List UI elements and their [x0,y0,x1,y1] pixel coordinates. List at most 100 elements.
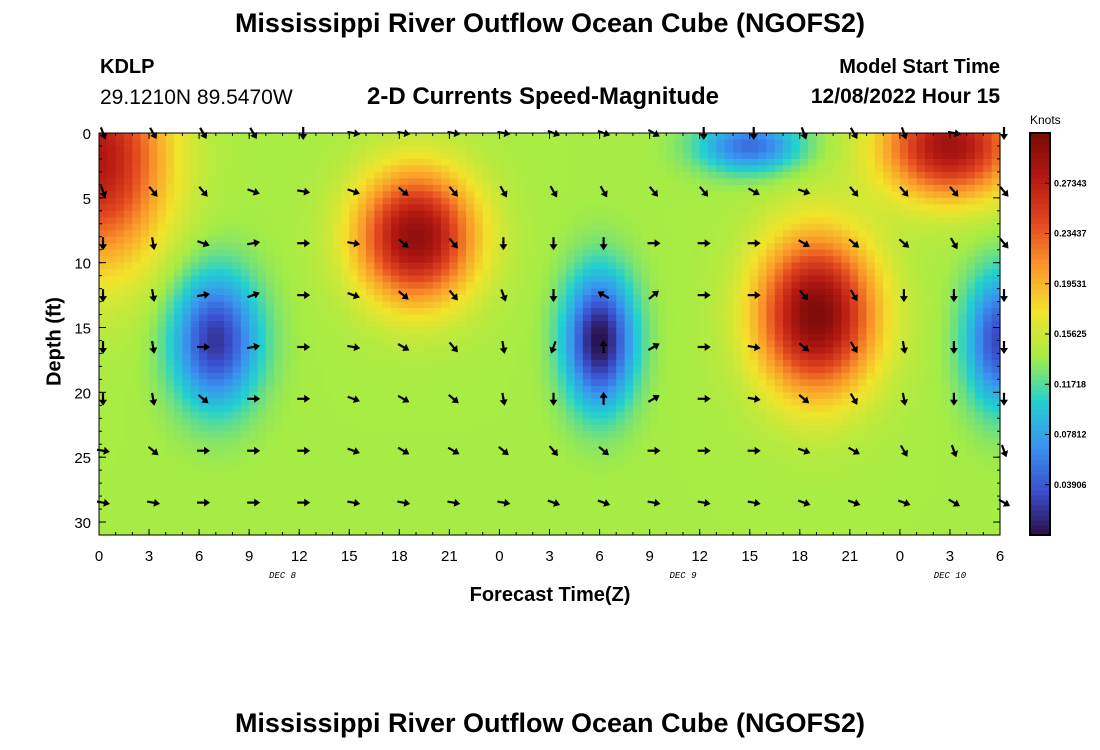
heatmap-cell [374,366,384,374]
heatmap-cell [307,158,317,167]
heatmap-cell [140,210,150,218]
heatmap-cell [416,230,425,238]
heatmap-cell [441,346,450,355]
heatmap-cell [432,223,442,231]
heatmap-cell [399,171,409,179]
heatmap-cell [182,346,192,355]
heatmap-cell [124,256,133,264]
heatmap-cell [566,522,576,530]
heatmap-cell [374,463,384,471]
heatmap-cell [382,184,392,192]
heatmap-cell [365,515,375,523]
heatmap-cell [307,470,317,478]
heatmap-cell [357,262,367,270]
heatmap-cell [441,476,450,484]
heatmap-cell [182,321,192,329]
heatmap-cell [249,171,259,179]
heatmap-cell [407,359,417,368]
heatmap-cell [249,476,259,484]
heatmap-cell [574,230,584,238]
heatmap-cell [641,275,651,283]
heatmap-cell [516,359,526,368]
heatmap-cell [357,308,367,316]
heatmap-cell [716,133,726,141]
heatmap-cell [741,353,751,361]
heatmap-cell [207,269,217,277]
heatmap-cell [549,223,559,231]
heatmap-cell [190,171,200,179]
heatmap-cell [274,217,284,225]
heatmap-cell [224,385,234,393]
heatmap-cell [357,321,367,329]
heatmap-cell [299,236,309,244]
heatmap-cell [532,197,542,205]
heatmap-cell [199,379,209,387]
heatmap-cell [307,301,317,309]
heatmap-cell [190,288,200,296]
heatmap-cell [766,321,776,329]
heatmap-cell [708,321,717,329]
heatmap-cell [632,372,642,380]
heatmap-cell [299,243,309,251]
heatmap-cell [674,204,684,212]
heatmap-cell [616,385,626,393]
heatmap-cell [107,411,117,419]
heatmap-cell [482,204,492,212]
heatmap-cell [374,515,384,523]
heatmap-cell [199,152,209,160]
heatmap-cell [124,334,133,342]
heatmap-cell [441,171,450,179]
heatmap-cell [390,152,400,160]
heatmap-cell [182,483,192,491]
heatmap-cell [616,178,626,186]
heatmap-cell [249,314,259,322]
heatmap-cell [649,314,659,322]
heatmap-cell [566,424,576,432]
heatmap-cell [507,502,517,510]
heatmap-cell [107,327,117,335]
heatmap-cell [390,184,400,192]
heatmap-cell [115,295,125,303]
heatmap-cell [516,171,526,179]
heatmap-cell [274,398,284,406]
heatmap-cell [199,217,209,225]
heatmap-cell [290,327,300,335]
heatmap-cell [541,236,551,244]
heatmap-cell [390,528,400,536]
heatmap-cell [574,184,584,192]
heatmap-cell [607,269,617,277]
heatmap-cell [574,282,584,290]
heatmap-cell [299,178,309,186]
heatmap-cell [349,509,359,517]
heatmap-cell [491,372,501,380]
heatmap-cell [115,334,125,342]
heatmap-cell [708,275,717,283]
heatmap-cell [566,158,576,167]
heatmap-cell [357,457,367,465]
heatmap-cell [382,145,392,154]
heatmap-cell [666,353,676,361]
heatmap-cell [532,236,542,244]
heatmap-cell [140,431,150,439]
heatmap-cell [507,372,517,380]
heatmap-cell [632,437,642,445]
heatmap-cell [699,236,709,244]
heatmap-cell [124,139,133,147]
heatmap-cell [199,385,209,393]
heatmap-cell [716,496,726,504]
heatmap-cell [758,346,767,355]
heatmap-cell [215,340,225,348]
heatmap-cell [124,444,133,452]
heatmap-cell [390,496,400,504]
heatmap-cell [407,243,417,251]
heatmap-cell [107,184,117,192]
heatmap-cell [382,295,392,303]
heatmap-cell [708,398,717,406]
heatmap-cell [741,509,751,517]
heatmap-cell [382,353,392,361]
heatmap-cell [265,171,275,179]
heatmap-cell [265,301,275,309]
heatmap-cell [199,470,209,478]
heatmap-cell [691,249,701,257]
heatmap-cell [524,515,534,523]
